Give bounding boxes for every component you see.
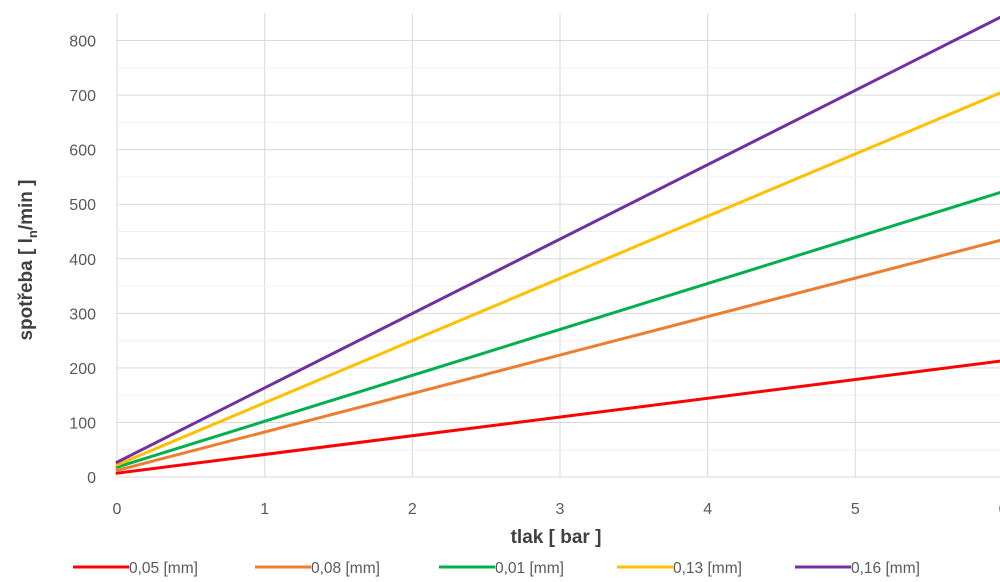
y-tick-label: 0 [87, 470, 96, 487]
y-tick-label: 300 [69, 306, 96, 323]
x-tick-label: 2 [408, 501, 417, 518]
x-tick-label: 5 [851, 501, 860, 518]
legend-label-4: 0,13 [mm] [673, 560, 742, 577]
y-axis-title: spotřeba [ ln/min ] [16, 179, 40, 340]
legend: 0,05 [mm] 0,08 [mm] 0,01 [mm] 0,13 [mm] 0,16… [73, 560, 920, 577]
x-tick-label: 1 [260, 501, 269, 518]
y-axis-title-suffix: /min ] [16, 179, 37, 230]
series-line-3 [115, 191, 1000, 469]
y-tick-label: 100 [69, 415, 96, 432]
series-line-5 [115, 15, 1000, 464]
y-tick-label: 600 [69, 143, 96, 160]
legend-label-5: 0,16 [mm] [851, 560, 920, 577]
y-axis-title-prefix: spotřeba [ l [16, 238, 37, 340]
series-line-1 [115, 359, 1000, 475]
x-tick-label: 0 [113, 501, 122, 518]
series-lines [115, 15, 1000, 475]
y-tick-label: 500 [69, 197, 96, 214]
y-tick-label: 700 [69, 88, 96, 105]
y-tick-label: 400 [69, 252, 96, 269]
y-axis-title-subscript: n [25, 230, 40, 238]
series-line-4 [115, 91, 1000, 467]
x-axis-ticks: 0 1 2 3 4 5 6 [113, 501, 1000, 518]
y-axis-ticks: 0 100 200 300 400 500 600 700 800 [69, 34, 96, 488]
x-tick-label: 3 [556, 501, 565, 518]
series-line-2 [115, 238, 1000, 472]
y-tick-label: 800 [69, 34, 96, 51]
legend-label-2: 0,08 [mm] [311, 560, 380, 577]
x-axis-title: tlak [ bar ] [511, 527, 602, 548]
x-tick-label: 4 [703, 501, 712, 518]
legend-label-1: 0,05 [mm] [129, 560, 198, 577]
x-tick-label: 6 [999, 501, 1000, 518]
y-tick-label: 200 [69, 361, 96, 378]
legend-label-3: 0,01 [mm] [495, 560, 564, 577]
